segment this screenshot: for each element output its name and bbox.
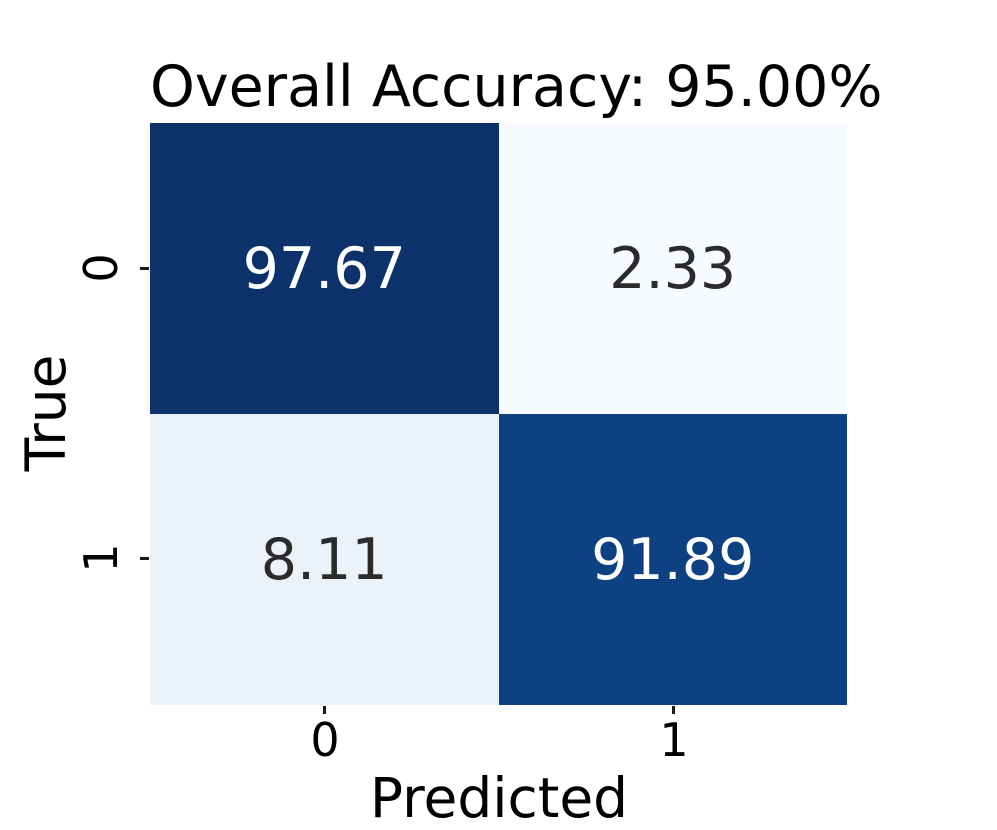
y-tick-label-0: 0 (74, 253, 128, 283)
x-tick-mark-1 (672, 706, 675, 714)
heatmap-cell-r1c0: 8.11 (150, 414, 499, 705)
x-tick-label-0: 0 (310, 713, 340, 767)
y-tick-label-1: 1 (74, 543, 128, 573)
y-axis-label: True (14, 354, 78, 472)
y-tick-mark-1 (140, 557, 149, 560)
heatmap-grid: 97.67 2.33 8.11 91.89 (150, 123, 847, 705)
heatmap-cell-r0c1: 2.33 (498, 123, 847, 414)
y-tick-mark-0 (140, 267, 149, 270)
heatmap-cell-r0c0: 97.67 (150, 123, 499, 414)
x-axis-label: Predicted (369, 766, 629, 830)
x-tick-mark-0 (323, 706, 326, 714)
heatmap-cell-r1c1: 91.89 (498, 414, 847, 705)
x-tick-label-1: 1 (659, 713, 689, 767)
chart-title: Overall Accuracy: 95.00% (150, 54, 883, 120)
